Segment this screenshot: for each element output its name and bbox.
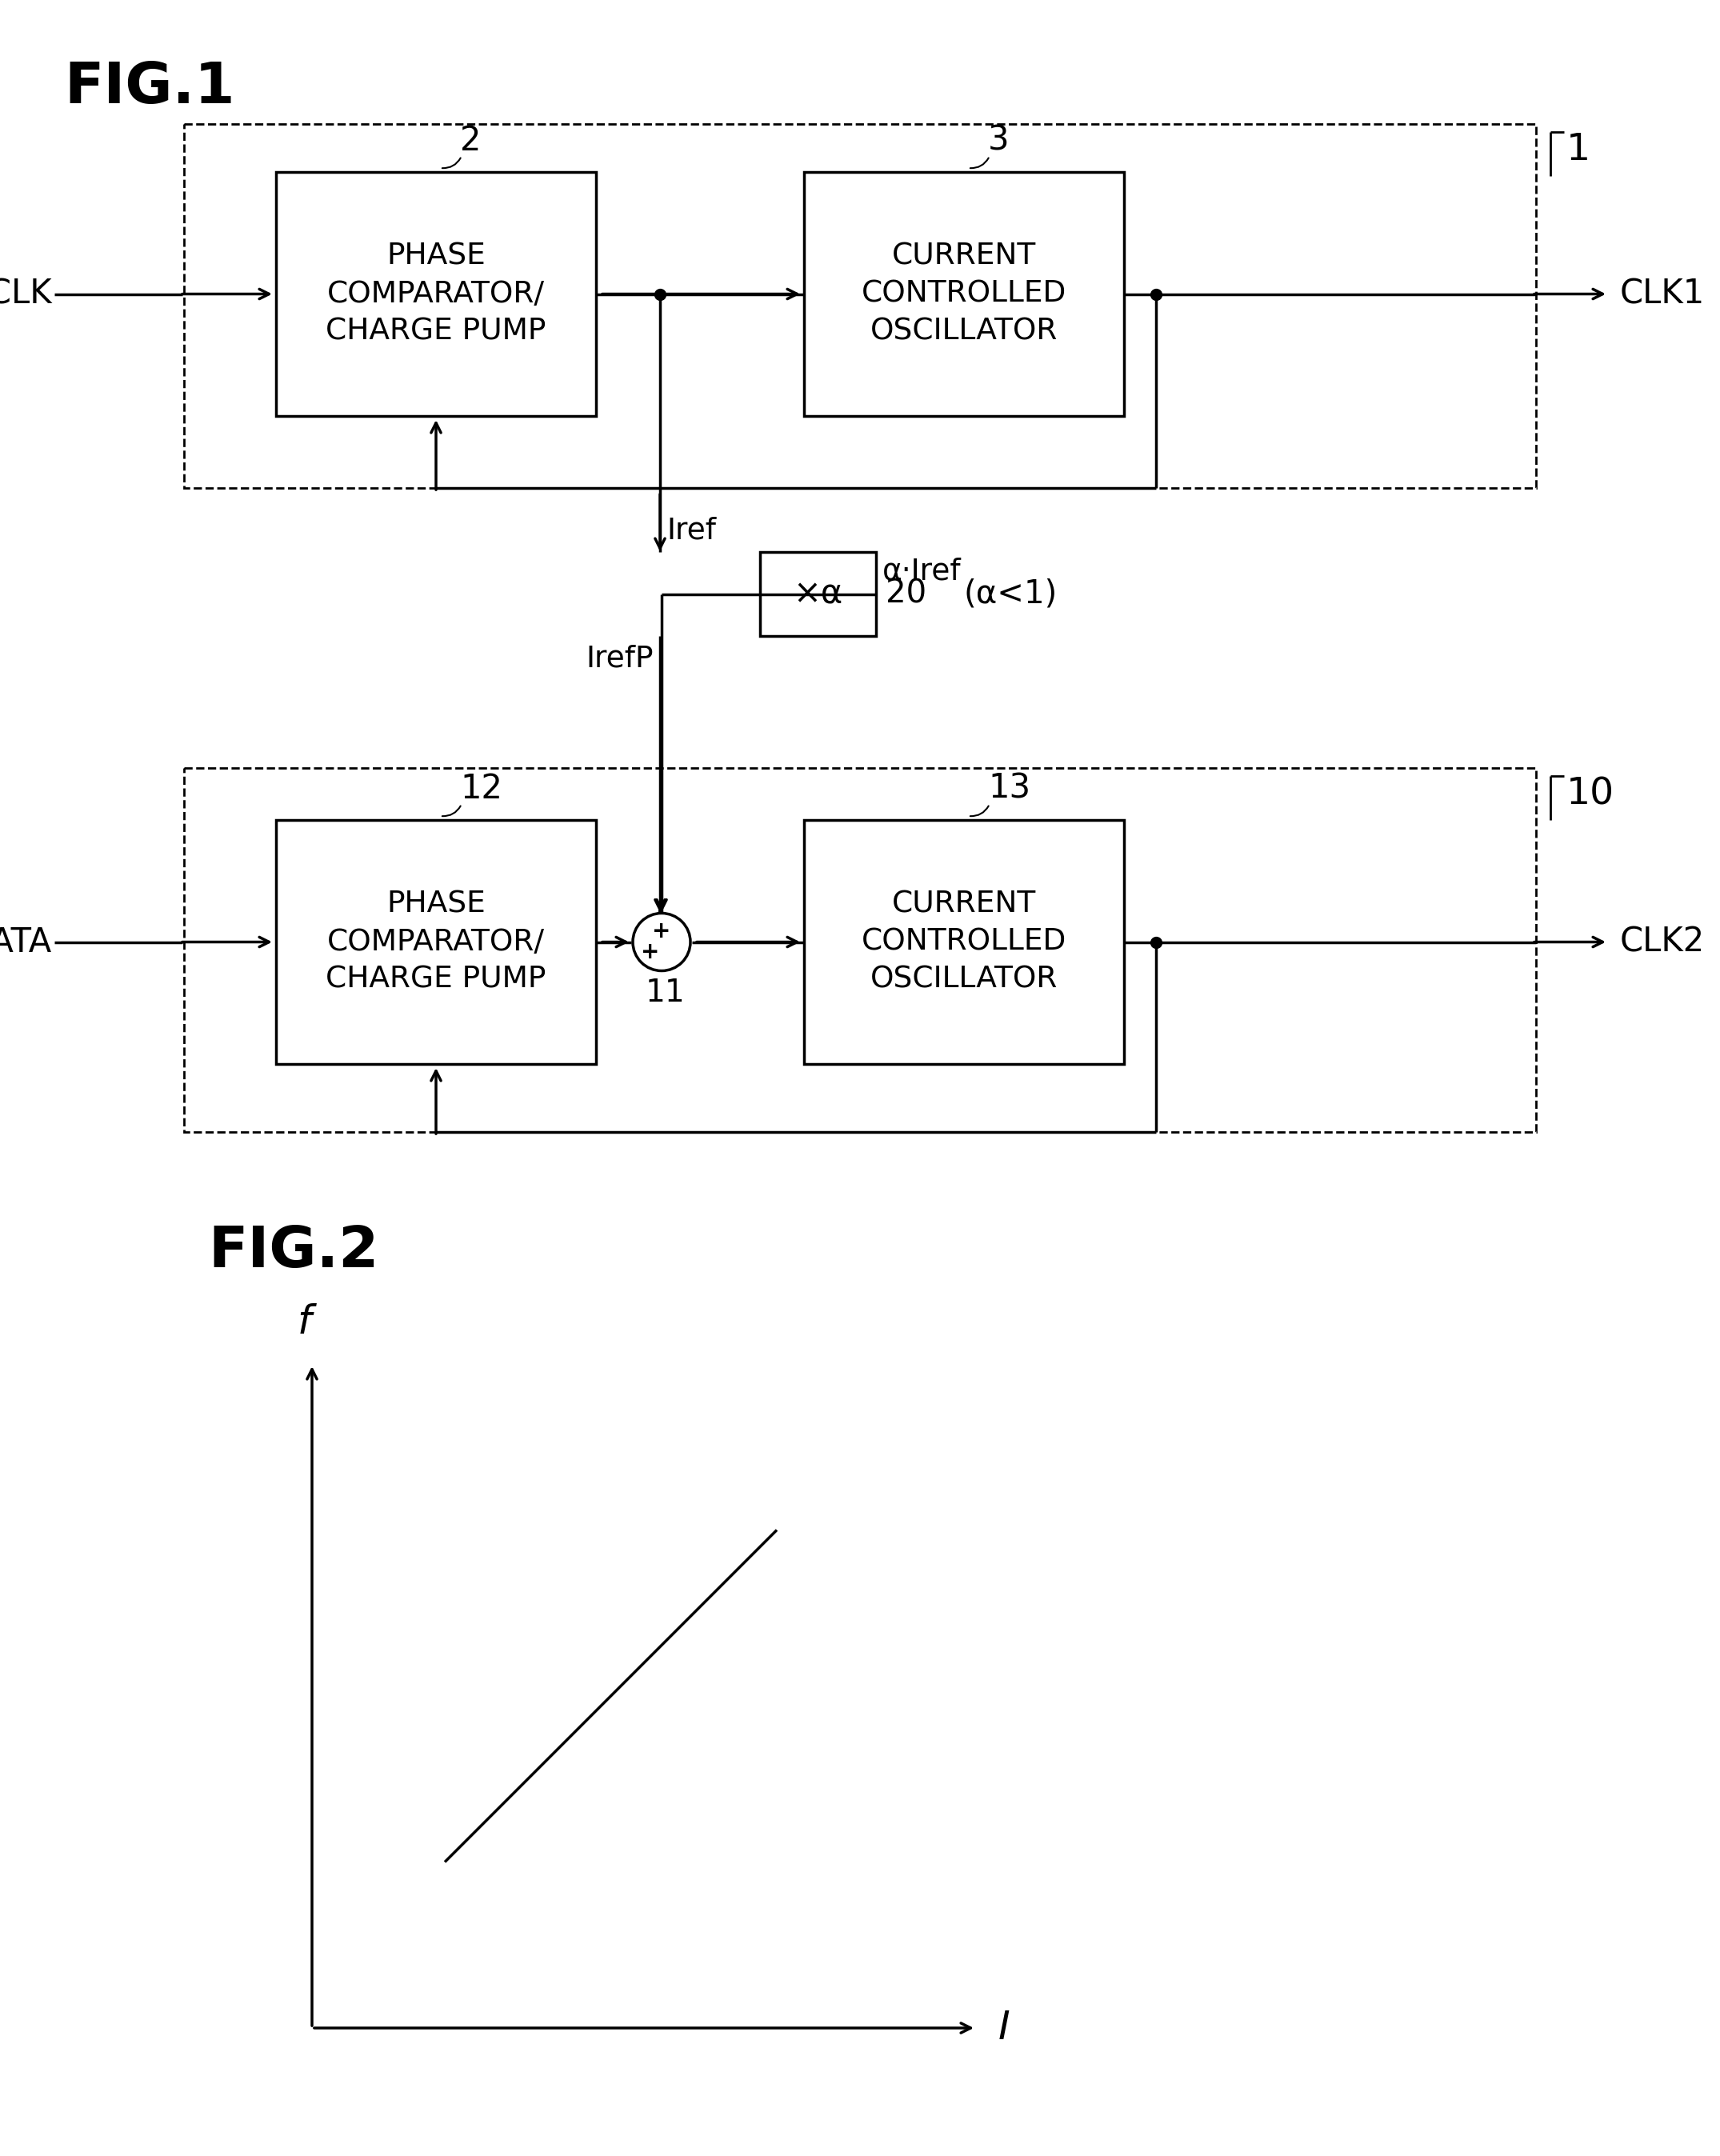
Text: f: f xyxy=(298,1302,311,1341)
Text: 20: 20 xyxy=(886,578,927,610)
Text: FIG.2: FIG.2 xyxy=(208,1225,378,1279)
Text: ×α: ×α xyxy=(793,578,843,610)
Text: CURRENT
CONTROLLED
OSCILLATOR: CURRENT CONTROLLED OSCILLATOR xyxy=(862,890,1066,994)
Bar xyxy=(184,125,1536,487)
Text: CLK2: CLK2 xyxy=(1620,925,1705,959)
Text: FIG.1: FIG.1 xyxy=(64,60,236,114)
Text: BCLK: BCLK xyxy=(0,278,52,310)
Text: α·Iref: α·Iref xyxy=(882,556,961,586)
Text: CLK1: CLK1 xyxy=(1620,278,1705,310)
Text: CURRENT
CONTROLLED
OSCILLATOR: CURRENT CONTROLLED OSCILLATOR xyxy=(862,241,1066,347)
Bar xyxy=(275,172,597,416)
Text: IrefP: IrefP xyxy=(587,645,654,673)
Text: 2: 2 xyxy=(459,125,482,157)
Text: +: + xyxy=(652,921,671,942)
Text: 13: 13 xyxy=(987,772,1030,806)
Text: 1: 1 xyxy=(1567,132,1591,168)
Bar xyxy=(275,819,597,1065)
Text: +: + xyxy=(642,940,660,964)
Text: 12: 12 xyxy=(459,772,502,806)
Bar xyxy=(184,768,1536,1132)
Bar xyxy=(803,819,1123,1065)
Text: I: I xyxy=(998,2009,1010,2048)
Text: DATA: DATA xyxy=(0,925,52,959)
Text: PHASE
COMPARATOR/
CHARGE PUMP: PHASE COMPARATOR/ CHARGE PUMP xyxy=(325,241,547,347)
Text: Iref: Iref xyxy=(666,517,716,545)
Bar xyxy=(803,172,1123,416)
Bar xyxy=(760,552,875,636)
Text: PHASE
COMPARATOR/
CHARGE PUMP: PHASE COMPARATOR/ CHARGE PUMP xyxy=(325,890,547,994)
Text: 11: 11 xyxy=(645,977,686,1007)
Text: 3: 3 xyxy=(987,125,1010,157)
Text: 10: 10 xyxy=(1567,776,1615,813)
Text: (α<1): (α<1) xyxy=(963,578,1058,610)
